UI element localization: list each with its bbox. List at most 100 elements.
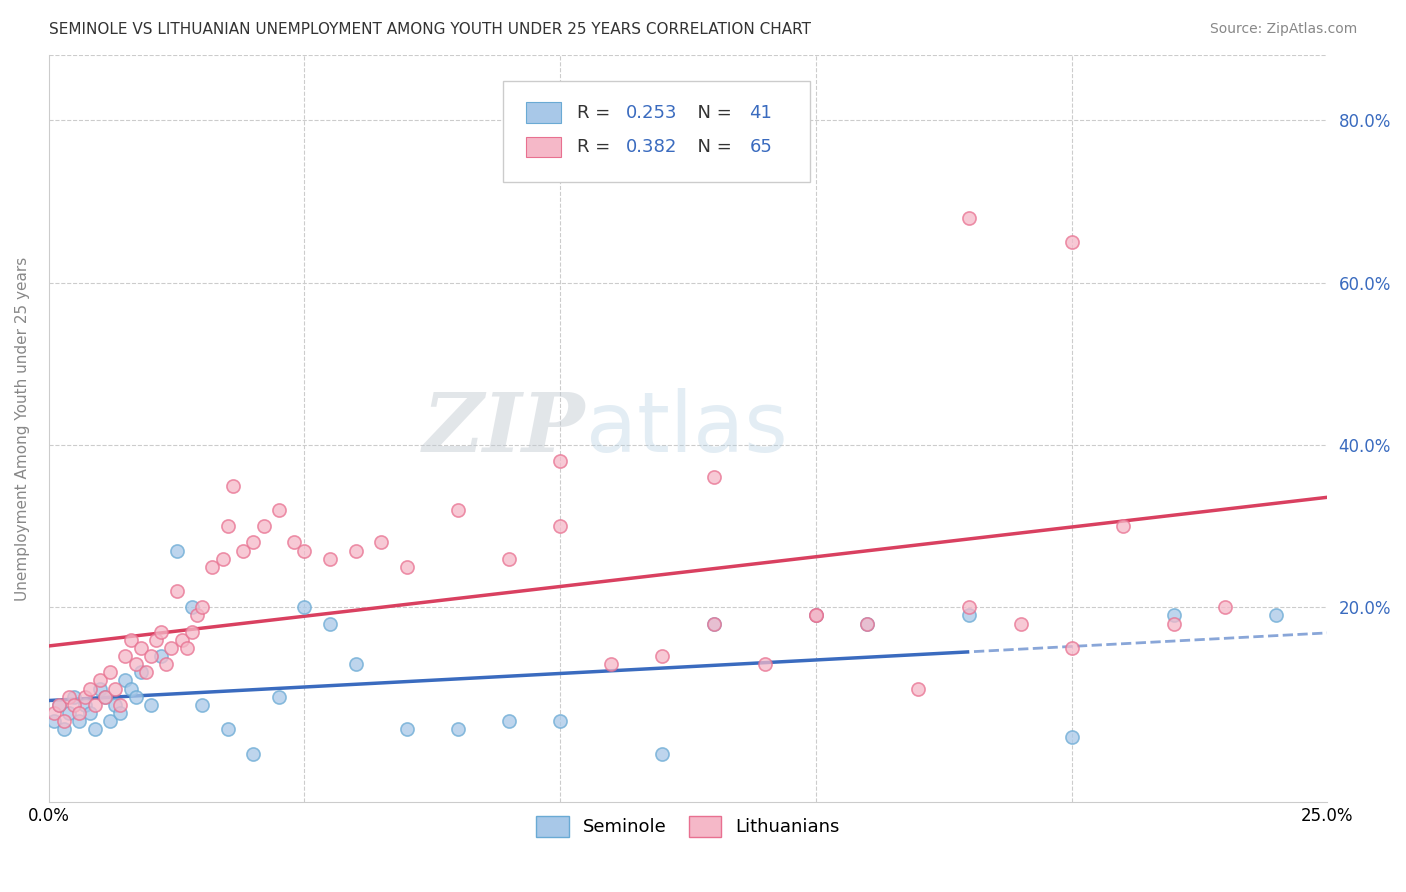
Point xyxy=(110,698,132,712)
Point xyxy=(447,722,470,736)
Point xyxy=(160,640,183,655)
Point xyxy=(125,657,148,672)
Point xyxy=(58,690,80,704)
Point xyxy=(125,690,148,704)
Point xyxy=(145,632,167,647)
Point xyxy=(181,624,204,639)
Point xyxy=(267,690,290,704)
Point xyxy=(150,624,173,639)
Point xyxy=(447,503,470,517)
Point xyxy=(804,608,827,623)
Point xyxy=(1213,600,1236,615)
Point xyxy=(907,681,929,696)
Point xyxy=(94,690,117,704)
FancyBboxPatch shape xyxy=(526,136,561,158)
Point xyxy=(104,681,127,696)
Point xyxy=(191,600,214,615)
FancyBboxPatch shape xyxy=(503,81,810,182)
Text: 65: 65 xyxy=(749,138,772,156)
Point xyxy=(1163,608,1185,623)
Point xyxy=(395,722,418,736)
Point xyxy=(319,616,342,631)
Text: 0.382: 0.382 xyxy=(626,138,676,156)
Point xyxy=(150,649,173,664)
Point xyxy=(58,706,80,720)
Point xyxy=(89,673,111,688)
Point xyxy=(222,478,245,492)
Point xyxy=(217,519,239,533)
Point xyxy=(1060,235,1083,249)
Point xyxy=(63,698,86,712)
Text: 41: 41 xyxy=(749,103,772,121)
Point xyxy=(211,551,233,566)
Point xyxy=(232,543,254,558)
Point xyxy=(651,747,673,761)
Point xyxy=(83,698,105,712)
Text: SEMINOLE VS LITHUANIAN UNEMPLOYMENT AMONG YOUTH UNDER 25 YEARS CORRELATION CHART: SEMINOLE VS LITHUANIAN UNEMPLOYMENT AMON… xyxy=(49,22,811,37)
Point xyxy=(703,470,725,484)
Point xyxy=(53,714,76,728)
Point xyxy=(120,681,142,696)
Point xyxy=(166,584,188,599)
Point xyxy=(42,706,65,720)
Point xyxy=(114,673,136,688)
Point xyxy=(94,690,117,704)
Point xyxy=(48,698,70,712)
Point xyxy=(1060,731,1083,745)
Point xyxy=(79,706,101,720)
FancyBboxPatch shape xyxy=(526,103,561,123)
Point xyxy=(804,608,827,623)
Point xyxy=(191,698,214,712)
Point xyxy=(181,600,204,615)
Text: ZIP: ZIP xyxy=(423,389,586,468)
Point xyxy=(957,608,980,623)
Point xyxy=(67,706,90,720)
Point xyxy=(957,600,980,615)
Point xyxy=(170,632,193,647)
Point xyxy=(252,519,274,533)
Point xyxy=(98,665,121,680)
Point xyxy=(1163,616,1185,631)
Point xyxy=(1112,519,1135,533)
Point xyxy=(67,714,90,728)
Point xyxy=(856,616,879,631)
Point xyxy=(856,616,879,631)
Text: 0.253: 0.253 xyxy=(626,103,676,121)
Point xyxy=(242,747,264,761)
Y-axis label: Unemployment Among Youth under 25 years: Unemployment Among Youth under 25 years xyxy=(15,257,30,601)
Point xyxy=(186,608,208,623)
Legend: Seminole, Lithuanians: Seminole, Lithuanians xyxy=(527,806,849,846)
Point xyxy=(176,640,198,655)
Point xyxy=(498,551,520,566)
Point xyxy=(1010,616,1032,631)
Point xyxy=(548,454,571,468)
Point xyxy=(79,681,101,696)
Point xyxy=(267,503,290,517)
Point xyxy=(498,714,520,728)
Point xyxy=(135,665,157,680)
Point xyxy=(110,706,132,720)
Point xyxy=(104,698,127,712)
Point xyxy=(120,632,142,647)
Point xyxy=(294,543,316,558)
Point xyxy=(73,698,96,712)
Point xyxy=(83,722,105,736)
Point xyxy=(114,649,136,664)
Text: Source: ZipAtlas.com: Source: ZipAtlas.com xyxy=(1209,22,1357,37)
Point xyxy=(217,722,239,736)
Point xyxy=(201,559,224,574)
Point xyxy=(344,543,367,558)
Point xyxy=(98,714,121,728)
Point xyxy=(548,714,571,728)
Point xyxy=(242,535,264,549)
Point xyxy=(48,698,70,712)
Text: R =: R = xyxy=(576,103,616,121)
Text: R =: R = xyxy=(576,138,616,156)
Point xyxy=(395,559,418,574)
Point xyxy=(370,535,392,549)
Point xyxy=(703,616,725,631)
Point xyxy=(283,535,305,549)
Point xyxy=(1265,608,1288,623)
Point xyxy=(600,657,623,672)
Point xyxy=(139,649,162,664)
